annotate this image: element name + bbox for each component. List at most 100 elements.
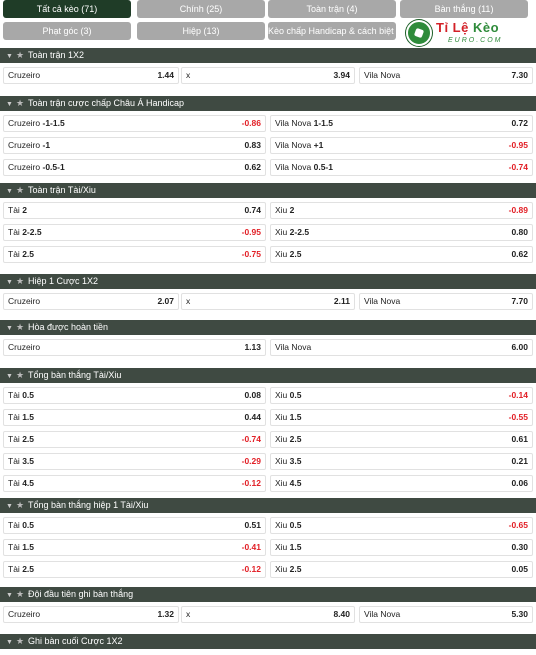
soccer-ball-icon bbox=[406, 20, 432, 46]
odds-value: -0.74 bbox=[241, 434, 261, 444]
odds-cell[interactable]: Xiu 2.5 0.62 bbox=[270, 246, 533, 263]
odds-cell[interactable]: Xiu 2.5 0.61 bbox=[270, 431, 533, 448]
odds-value: 3.94 bbox=[333, 70, 350, 80]
odds-cell[interactable]: Xiu 0.5 -0.14 bbox=[270, 387, 533, 404]
selection-name: Xiu bbox=[275, 412, 288, 422]
odds-cell[interactable]: Xiu 2.5 0.05 bbox=[270, 561, 533, 578]
favorite-star-icon[interactable]: ★ bbox=[16, 50, 25, 60]
section-header[interactable]: ▼ ★ Tổng bàn thắng Tài/Xiu bbox=[0, 368, 536, 383]
selection-label: Cruzeiro bbox=[8, 68, 40, 83]
collapse-arrow-icon[interactable]: ▼ bbox=[6, 101, 13, 108]
odds-cell[interactable]: Vila Nova 1-1.5 0.72 bbox=[270, 115, 533, 132]
tab-main[interactable]: Chính (25) bbox=[137, 0, 265, 18]
favorite-star-icon[interactable]: ★ bbox=[16, 185, 25, 195]
section-header[interactable]: ▼ ★ Đội đầu tiên ghi bàn thắng bbox=[0, 587, 536, 602]
collapse-arrow-icon[interactable]: ▼ bbox=[6, 373, 13, 380]
favorite-star-icon[interactable]: ★ bbox=[16, 500, 25, 510]
odds-cell[interactable]: Tài 0.5 0.51 bbox=[3, 517, 266, 534]
selection-name: Tài bbox=[8, 390, 20, 400]
favorite-star-icon[interactable]: ★ bbox=[16, 589, 25, 599]
odds-value: -0.89 bbox=[508, 205, 528, 215]
selection-name: Xiu bbox=[275, 520, 288, 530]
selection-label: Vila Nova bbox=[364, 294, 400, 309]
odds-cell[interactable]: Tài 2.5 -0.12 bbox=[3, 561, 266, 578]
handicap-line: 2.5 bbox=[289, 434, 302, 444]
odds-cell[interactable]: Cruzeiro -1-1.5 -0.86 bbox=[3, 115, 266, 132]
odds-cell[interactable]: Tài 2 0.74 bbox=[3, 202, 266, 219]
odds-value: 0.06 bbox=[511, 478, 528, 488]
odds-cell[interactable]: Tài 1.5 -0.41 bbox=[3, 539, 266, 556]
collapse-arrow-icon[interactable]: ▼ bbox=[6, 325, 13, 332]
selection-name: Tài bbox=[8, 478, 20, 488]
tab-goals[interactable]: Bàn thắng (11) bbox=[400, 0, 528, 18]
odds-cell[interactable]: Cruzeiro -0.5-1 0.62 bbox=[3, 159, 266, 176]
favorite-star-icon[interactable]: ★ bbox=[16, 636, 25, 646]
odds-cell[interactable]: Vila Nova +1 -0.95 bbox=[270, 137, 533, 154]
odds-cell[interactable]: Cruzeiro 1.44 bbox=[3, 67, 179, 84]
odds-value: 7.30 bbox=[511, 70, 528, 80]
handicap-line: 1.5 bbox=[22, 542, 35, 552]
section-header[interactable]: ▼ ★ Hòa được hoàn tiền bbox=[0, 320, 536, 335]
odds-cell[interactable]: Tài 2-2.5 -0.95 bbox=[3, 224, 266, 241]
odds-cell[interactable]: Vila Nova 5.30 bbox=[359, 606, 533, 623]
odds-value: 0.62 bbox=[511, 249, 528, 259]
odds-cell[interactable]: Xiu 0.5 -0.65 bbox=[270, 517, 533, 534]
selection-name: Vila Nova bbox=[364, 70, 401, 80]
odds-cell[interactable]: Cruzeiro -1 0.83 bbox=[3, 137, 266, 154]
odds-cell[interactable]: Tài 3.5 -0.29 bbox=[3, 453, 266, 470]
odds-value: 0.21 bbox=[511, 456, 528, 466]
selection-label: Tài 4.5 bbox=[8, 476, 34, 491]
tab-half[interactable]: Hiệp (13) bbox=[137, 22, 265, 40]
odds-cell[interactable]: Tài 4.5 -0.12 bbox=[3, 475, 266, 492]
odds-value: 0.51 bbox=[244, 520, 261, 530]
odds-cell[interactable]: Xiu 4.5 0.06 bbox=[270, 475, 533, 492]
odds-cell[interactable]: Tài 2.5 -0.75 bbox=[3, 246, 266, 263]
collapse-arrow-icon[interactable]: ▼ bbox=[6, 592, 13, 599]
collapse-arrow-icon[interactable]: ▼ bbox=[6, 503, 13, 510]
collapse-arrow-icon[interactable]: ▼ bbox=[6, 53, 13, 60]
selection-name: Tài bbox=[8, 249, 20, 259]
favorite-star-icon[interactable]: ★ bbox=[16, 276, 25, 286]
odds-cell[interactable]: Xiu 3.5 0.21 bbox=[270, 453, 533, 470]
odds-cell[interactable]: Xiu 1.5 0.30 bbox=[270, 539, 533, 556]
section-header[interactable]: ▼ ★ Ghi bàn cuối Cược 1X2 bbox=[0, 634, 536, 649]
odds-cell[interactable]: Cruzeiro 1.13 bbox=[3, 339, 266, 356]
odds-cell[interactable]: x 3.94 bbox=[181, 67, 355, 84]
odds-cell[interactable]: Vila Nova 6.00 bbox=[270, 339, 533, 356]
odds-cell[interactable]: Vila Nova 7.30 bbox=[359, 67, 533, 84]
odds-value: -0.86 bbox=[241, 118, 261, 128]
selection-name: Vila Nova bbox=[275, 162, 312, 172]
odds-cell[interactable]: x 2.11 bbox=[181, 293, 355, 310]
odds-cell[interactable]: Cruzeiro 1.32 bbox=[3, 606, 179, 623]
odds-cell[interactable]: Cruzeiro 2.07 bbox=[3, 293, 179, 310]
collapse-arrow-icon[interactable]: ▼ bbox=[6, 639, 13, 646]
odds-cell[interactable]: x 8.40 bbox=[181, 606, 355, 623]
section-header[interactable]: ▼ ★ Toàn trận 1X2 bbox=[0, 48, 536, 63]
selection-name: Cruzeiro bbox=[8, 70, 41, 80]
tab-all-markets[interactable]: Tất cả kèo (71) bbox=[3, 0, 131, 18]
tab-corners[interactable]: Phạt góc (3) bbox=[3, 22, 131, 40]
odds-cell[interactable]: Tài 2.5 -0.74 bbox=[3, 431, 266, 448]
logo-brand-a: Tỉ Lệ bbox=[436, 20, 473, 35]
section-header[interactable]: ▼ ★ Tổng bàn thắng hiệp 1 Tài/Xiu bbox=[0, 498, 536, 513]
odds-value: 2.11 bbox=[333, 296, 350, 306]
favorite-star-icon[interactable]: ★ bbox=[16, 98, 25, 108]
odds-cell[interactable]: Vila Nova 7.70 bbox=[359, 293, 533, 310]
odds-value: 7.70 bbox=[511, 296, 528, 306]
odds-cell[interactable]: Xiu 1.5 -0.55 bbox=[270, 409, 533, 426]
odds-cell[interactable]: Tài 0.5 0.08 bbox=[3, 387, 266, 404]
favorite-star-icon[interactable]: ★ bbox=[16, 322, 25, 332]
collapse-arrow-icon[interactable]: ▼ bbox=[6, 279, 13, 286]
odds-value: 0.74 bbox=[244, 205, 261, 215]
odds-cell[interactable]: Xiu 2-2.5 0.80 bbox=[270, 224, 533, 241]
tab-full-time[interactable]: Toàn trận (4) bbox=[268, 0, 396, 18]
section-header[interactable]: ▼ ★ Toàn trận Tài/Xiu bbox=[0, 183, 536, 198]
section-header[interactable]: ▼ ★ Hiệp 1 Cược 1X2 bbox=[0, 274, 536, 289]
favorite-star-icon[interactable]: ★ bbox=[16, 370, 25, 380]
odds-cell[interactable]: Vila Nova 0.5-1 -0.74 bbox=[270, 159, 533, 176]
odds-cell[interactable]: Xiu 2 -0.89 bbox=[270, 202, 533, 219]
tab-handicap[interactable]: Kèo chấp Handicap & cách biệt (3) bbox=[268, 22, 396, 40]
section-header[interactable]: ▼ ★ Toàn trận cược chấp Châu Á Handicap bbox=[0, 96, 536, 111]
collapse-arrow-icon[interactable]: ▼ bbox=[6, 188, 13, 195]
odds-cell[interactable]: Tài 1.5 0.44 bbox=[3, 409, 266, 426]
